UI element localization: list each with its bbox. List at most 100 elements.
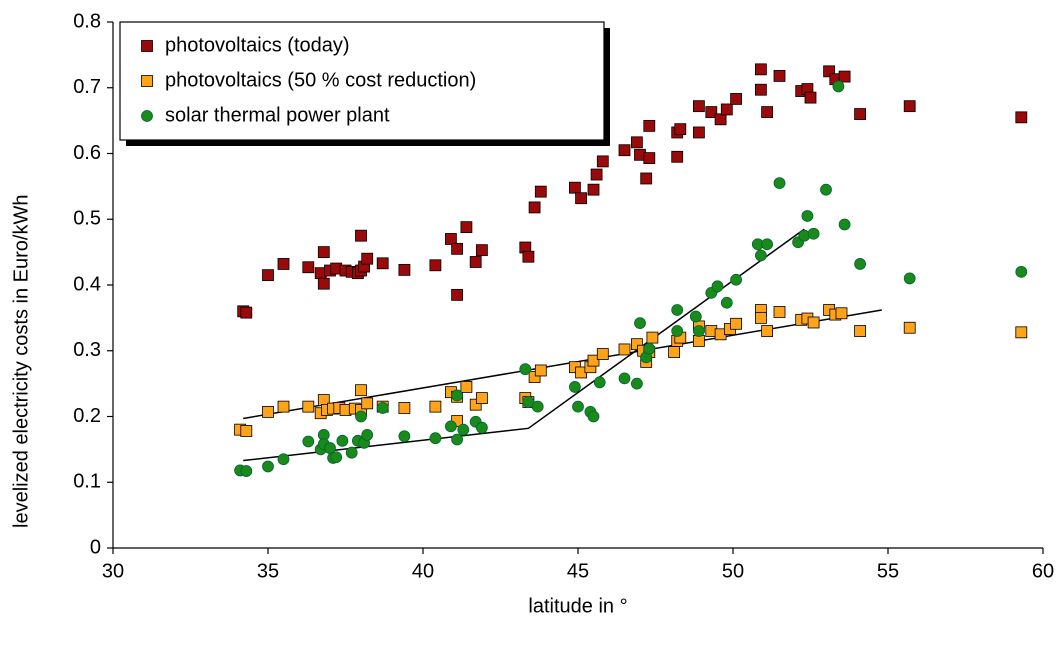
point bbox=[262, 460, 274, 473]
point bbox=[240, 465, 253, 477]
point bbox=[838, 218, 851, 231]
point bbox=[240, 306, 253, 319]
point bbox=[671, 150, 684, 163]
x-tick-label: 35 bbox=[257, 560, 279, 582]
point bbox=[569, 381, 581, 393]
point bbox=[451, 288, 464, 301]
point bbox=[429, 259, 442, 272]
y-tick-label: 0.2 bbox=[73, 405, 101, 427]
point bbox=[755, 249, 767, 262]
point bbox=[355, 410, 367, 423]
x-axis-label: latitude in ° bbox=[528, 595, 627, 617]
legend-label: solar thermal power plant bbox=[165, 104, 390, 126]
point bbox=[755, 83, 767, 96]
point bbox=[451, 433, 464, 446]
point bbox=[761, 325, 773, 337]
x-tick-label: 50 bbox=[722, 560, 744, 582]
point bbox=[429, 400, 442, 413]
point bbox=[457, 423, 470, 436]
y-tick-label: 0.8 bbox=[73, 10, 101, 32]
trend-line bbox=[243, 228, 805, 462]
point bbox=[531, 400, 544, 413]
point bbox=[469, 256, 482, 268]
point bbox=[302, 400, 315, 413]
legend-label: photovoltaics (today) bbox=[165, 34, 350, 56]
point bbox=[801, 210, 814, 222]
point bbox=[631, 136, 643, 149]
point bbox=[302, 261, 315, 274]
y-tick-label: 0.5 bbox=[73, 208, 101, 230]
point bbox=[519, 363, 532, 376]
point bbox=[398, 263, 411, 276]
point bbox=[451, 389, 464, 402]
y-tick-label: 0.7 bbox=[73, 76, 101, 98]
y-tick-label: 0.1 bbox=[73, 471, 101, 493]
point bbox=[277, 400, 290, 413]
legend-box bbox=[119, 21, 605, 141]
point bbox=[705, 106, 718, 118]
point bbox=[854, 108, 866, 120]
point bbox=[755, 311, 767, 324]
point bbox=[522, 396, 535, 408]
y-tick-label: 0.6 bbox=[73, 142, 101, 164]
point bbox=[807, 316, 820, 329]
point bbox=[528, 371, 541, 383]
point bbox=[240, 425, 253, 437]
point bbox=[1015, 265, 1028, 278]
y-tick-label: 0.4 bbox=[73, 273, 101, 295]
point bbox=[693, 334, 705, 347]
point bbox=[835, 307, 848, 320]
point bbox=[355, 229, 367, 242]
point bbox=[355, 384, 367, 397]
point bbox=[398, 430, 411, 443]
point bbox=[469, 398, 482, 411]
point bbox=[451, 242, 464, 255]
legend-label: photovoltaics (50 % cost reduction) bbox=[165, 69, 476, 91]
point bbox=[773, 177, 786, 189]
point bbox=[689, 310, 702, 323]
point bbox=[720, 103, 733, 116]
point bbox=[262, 405, 274, 418]
point bbox=[643, 342, 656, 355]
point bbox=[693, 325, 705, 337]
point bbox=[528, 201, 541, 214]
x-tick-label: 30 bbox=[102, 560, 124, 582]
point bbox=[693, 100, 705, 113]
point bbox=[575, 192, 587, 205]
point bbox=[730, 93, 742, 105]
point bbox=[277, 258, 290, 270]
point bbox=[475, 392, 488, 404]
point bbox=[262, 269, 274, 282]
point bbox=[590, 168, 603, 181]
point bbox=[903, 321, 916, 334]
point bbox=[361, 252, 374, 265]
point bbox=[820, 183, 832, 196]
point bbox=[593, 376, 606, 389]
point bbox=[302, 435, 315, 448]
point bbox=[618, 144, 631, 157]
point bbox=[1015, 326, 1028, 339]
point bbox=[1015, 111, 1028, 124]
trend-line bbox=[243, 309, 882, 420]
point bbox=[711, 280, 724, 293]
legend-marker bbox=[141, 75, 153, 87]
point bbox=[674, 123, 687, 136]
point bbox=[596, 348, 609, 360]
point bbox=[618, 372, 631, 385]
point bbox=[854, 258, 866, 270]
point bbox=[345, 446, 358, 459]
point bbox=[572, 400, 584, 413]
x-tick-label: 40 bbox=[412, 560, 434, 582]
point bbox=[534, 185, 547, 198]
y-axis-label: levelized electricity costs in Euro/kWh bbox=[10, 195, 32, 528]
point bbox=[444, 233, 457, 245]
y-tick-label: 0.3 bbox=[73, 339, 101, 361]
legend-marker bbox=[141, 110, 153, 122]
y-tick-label: 0 bbox=[90, 536, 101, 558]
point bbox=[640, 172, 653, 185]
x-tick-label: 45 bbox=[567, 560, 589, 582]
point bbox=[398, 402, 411, 414]
point bbox=[460, 221, 473, 234]
point bbox=[618, 343, 631, 356]
